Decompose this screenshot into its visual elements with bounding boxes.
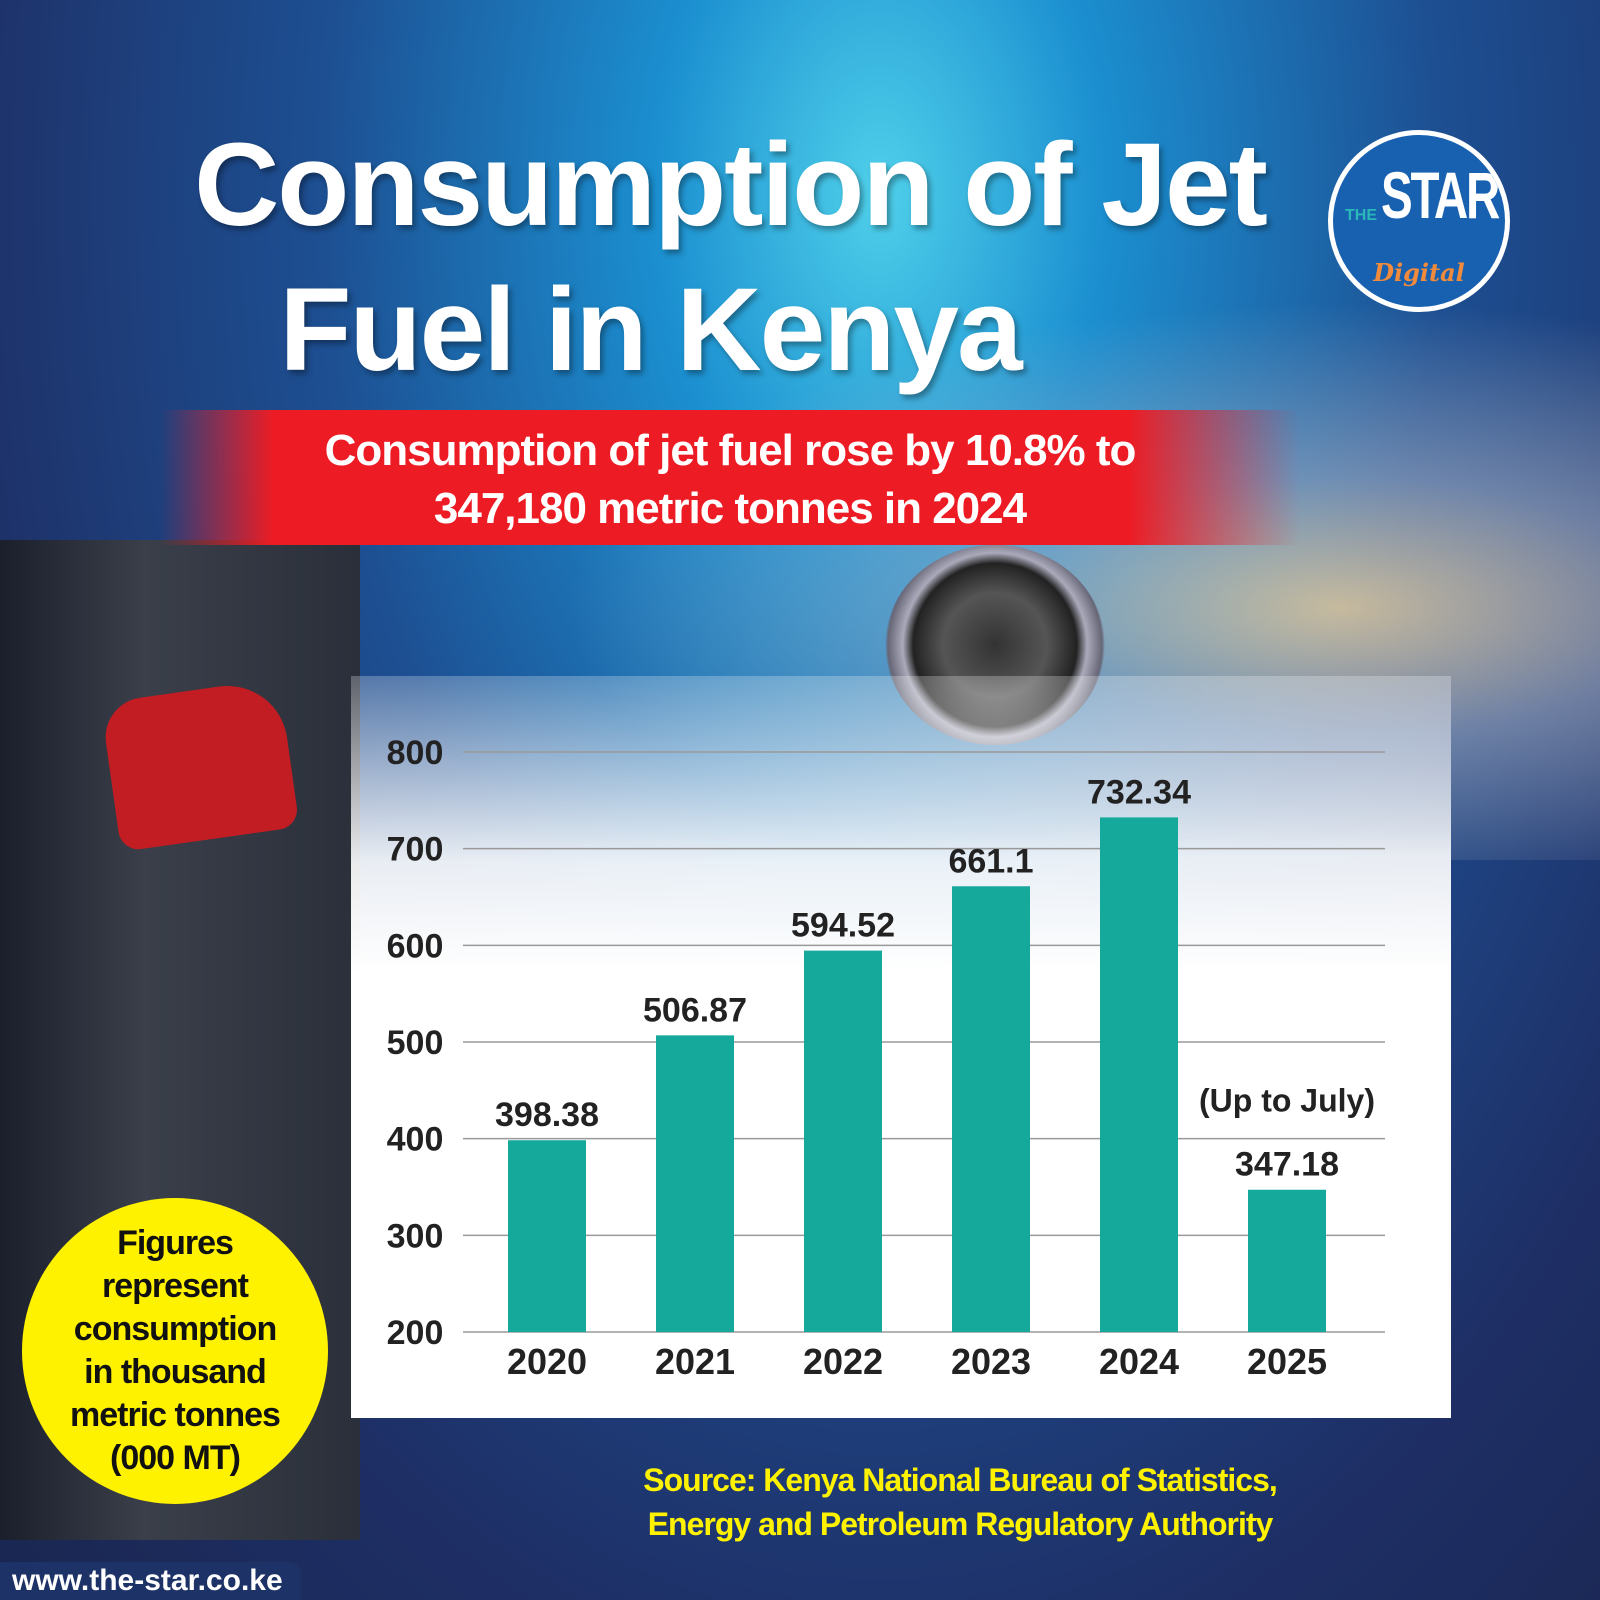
data-label-2020: 398.38 bbox=[495, 1096, 599, 1134]
y-tick-label: 600 bbox=[387, 927, 444, 965]
data-label-2022: 594.52 bbox=[791, 907, 895, 945]
x-tick-label: 2023 bbox=[951, 1341, 1031, 1382]
bar-2025 bbox=[1248, 1189, 1326, 1332]
banner-line-1: Consumption of jet fuel rose by 10.8% to bbox=[324, 426, 1137, 475]
x-tick-label: 2022 bbox=[803, 1341, 883, 1382]
y-tick-label: 300 bbox=[387, 1217, 444, 1255]
logo-the: THE bbox=[1345, 207, 1377, 224]
banner-line-2: 347,180 metric tonnes in 2024 bbox=[433, 484, 1027, 533]
x-tick-label: 2021 bbox=[655, 1341, 735, 1382]
x-tick-label: 2020 bbox=[507, 1341, 587, 1382]
source-line-2: Energy and Petroleum Regulatory Authorit… bbox=[647, 1506, 1274, 1542]
source-line-1: Source: Kenya National Bureau of Statist… bbox=[643, 1462, 1278, 1498]
data-label-2021: 506.87 bbox=[643, 991, 747, 1029]
bar-2022 bbox=[804, 950, 882, 1332]
units-note-text: Figures represent consumption in thousan… bbox=[70, 1224, 281, 1477]
title-line-1: Consumption of Jet bbox=[194, 119, 1268, 251]
logo-star: STAR bbox=[1381, 158, 1500, 232]
units-note: Figures represent consumption in thousan… bbox=[22, 1198, 328, 1504]
bar-2024 bbox=[1100, 817, 1178, 1332]
data-label-2023: 661.1 bbox=[948, 842, 1033, 880]
x-tick-label: 2024 bbox=[1099, 1341, 1179, 1382]
website-url[interactable]: www.the-star.co.ke bbox=[0, 1562, 301, 1600]
y-tick-label: 200 bbox=[387, 1314, 444, 1352]
x-tick-label: 2025 bbox=[1247, 1341, 1327, 1382]
bar-2021 bbox=[656, 1035, 734, 1332]
y-tick-label: 500 bbox=[387, 1024, 444, 1062]
bar-2020 bbox=[508, 1140, 586, 1332]
bar-2023 bbox=[952, 886, 1030, 1332]
data-label-2025: 347.18 bbox=[1235, 1146, 1339, 1184]
y-tick-label: 700 bbox=[387, 831, 444, 869]
headline-banner: Consumption of jet fuel rose by 10.8% to… bbox=[160, 410, 1300, 545]
annotation-up-to-july: (Up to July) bbox=[1199, 1083, 1375, 1119]
y-tick-label: 800 bbox=[387, 734, 444, 772]
data-label-2024: 732.34 bbox=[1087, 773, 1191, 811]
title-line-2: Fuel in Kenya bbox=[279, 264, 1022, 396]
source-text: Source: Kenya National Bureau of Statist… bbox=[600, 1458, 1320, 1546]
logo-digital: Digital bbox=[1373, 258, 1465, 287]
star-digital-logo: THE STAR Digital bbox=[1328, 130, 1510, 312]
y-tick-label: 400 bbox=[387, 1121, 444, 1159]
